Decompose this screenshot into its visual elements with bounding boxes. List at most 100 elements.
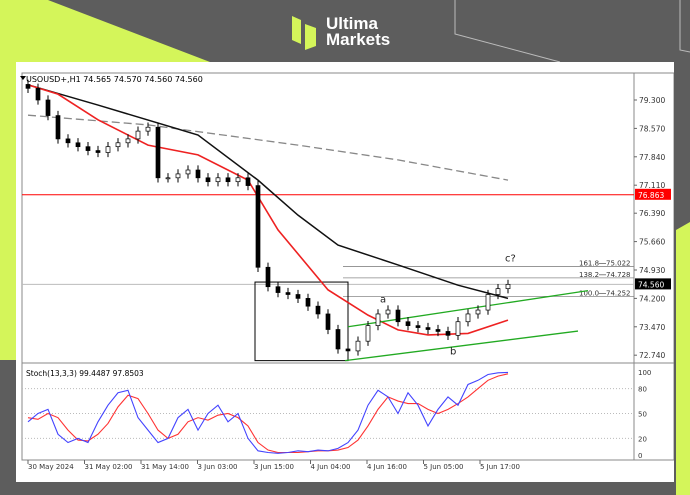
candle-body	[375, 313, 381, 326]
stoch-header: Stoch(13,3,3) 99.4487 97.8503	[26, 369, 144, 378]
channel-lower-line	[344, 330, 579, 362]
fib-level-ratio: 138.2	[579, 271, 599, 279]
price-tick-label: 72.740	[639, 351, 665, 360]
candle-body	[505, 284, 511, 290]
candle-body	[85, 146, 91, 151]
candle-body	[35, 87, 41, 101]
channel-upper-line	[347, 289, 589, 328]
support-price-badge	[635, 188, 671, 200]
candle-body	[125, 138, 131, 144]
price-chart: USOUSD+,H1 74.565 74.570 74.560 74.560 79…	[20, 72, 674, 471]
chart-panel: USOUSD+,H1 74.565 74.570 74.560 74.560 79…	[16, 62, 674, 482]
candle-body	[285, 292, 291, 295]
candle-body	[245, 177, 251, 186]
candle-body	[445, 331, 451, 336]
candle-body	[485, 294, 491, 311]
candle-body	[275, 286, 281, 293]
stoch-signal-line	[27, 373, 509, 454]
stoch-level-label: 20	[638, 435, 647, 443]
candle-body	[195, 169, 201, 179]
time-tick-label: 3 Jun 15:00	[254, 463, 294, 471]
fib-level-price: 74.728	[606, 271, 631, 279]
stoch-level-label: 100	[638, 369, 651, 377]
candle-body	[25, 84, 31, 89]
chart-frame	[21, 72, 674, 461]
ma-red-line	[27, 84, 509, 336]
stoch-main-line	[27, 371, 509, 454]
price-tick-label: 78.570	[639, 124, 665, 133]
candle-body	[435, 329, 441, 332]
price-tick-label: 76.390	[639, 209, 665, 218]
support-price-label: 76.863	[638, 191, 664, 200]
wave-label: b	[450, 346, 456, 357]
current-price-badge	[635, 278, 671, 290]
candle-body	[385, 309, 391, 315]
candle-body	[255, 185, 261, 268]
candle-body	[55, 115, 61, 140]
candle-body	[425, 327, 431, 330]
stoch-level-label: 0	[638, 452, 642, 460]
candle-body	[475, 309, 481, 315]
candle-body	[45, 99, 51, 116]
candle-body	[315, 305, 321, 315]
current-price-label: 74.560	[638, 280, 664, 289]
candle-body	[495, 288, 501, 295]
candle-body	[355, 340, 361, 352]
price-tick-label: 77.110	[639, 181, 665, 190]
candle-body	[415, 325, 421, 328]
candle-body	[335, 329, 341, 350]
dropdown-triangle-icon	[20, 76, 26, 80]
candle-body	[205, 177, 211, 183]
candle-body	[295, 294, 301, 299]
time-tick-label: 31 May 14:00	[141, 463, 189, 471]
candle-body	[225, 177, 231, 183]
price-tick-label: 77.840	[639, 153, 665, 162]
candle-body	[265, 266, 271, 288]
chart-header: USOUSD+,H1 74.565 74.570 74.560 74.560	[26, 75, 203, 84]
time-tick-label: 4 Jun 16:00	[367, 463, 407, 471]
fib-level-price: 74.252	[606, 289, 631, 297]
candle-body	[155, 126, 161, 179]
candle-body	[405, 321, 411, 326]
candle-body	[115, 142, 121, 148]
price-tick-label: 73.470	[639, 323, 665, 332]
price-tick-label: 79.300	[639, 96, 665, 105]
candle-body	[395, 309, 401, 323]
brand-logo: Ultima Markets	[292, 14, 390, 50]
fib-level-ratio: 161.8	[579, 259, 599, 267]
wave-label: a	[380, 294, 386, 305]
price-tick-label: 74.930	[639, 266, 665, 275]
candle-body	[65, 138, 71, 144]
candle-body	[75, 142, 81, 148]
fib-level-ratio: 100.0	[579, 289, 599, 297]
candle-body	[185, 169, 191, 175]
candle-body	[455, 321, 461, 336]
candle-body	[235, 177, 241, 183]
candle-body	[465, 313, 471, 323]
ultima-logo-icon	[292, 16, 316, 50]
time-tick-label: 5 Jun 05:00	[424, 463, 464, 471]
wave-label: c?	[505, 253, 516, 264]
stoch-level-label: 80	[638, 386, 647, 394]
time-tick-label: 4 Jun 04:00	[311, 463, 351, 471]
time-tick-label: 3 Jun 03:00	[198, 463, 238, 471]
fib-level-price: 75.022	[606, 259, 631, 267]
candle-body	[325, 313, 331, 330]
consolidation-box	[254, 281, 349, 362]
brand-name-line2: Markets	[326, 30, 391, 49]
candle-body	[305, 298, 311, 307]
candle-body	[165, 177, 171, 180]
candle-body	[145, 126, 151, 132]
stoch-level-label: 50	[638, 411, 647, 419]
price-tick-label: 75.660	[639, 238, 665, 247]
ma-black-line	[27, 84, 509, 300]
candle-body	[215, 177, 221, 183]
ma-200-line	[27, 114, 509, 181]
candle-body	[95, 150, 101, 153]
candle-body	[135, 130, 141, 140]
brand-name-line1: Ultima	[326, 14, 378, 33]
time-tick-label: 31 May 02:00	[85, 463, 133, 471]
price-tick-label: 74.200	[639, 294, 665, 303]
candle-body	[345, 348, 351, 352]
